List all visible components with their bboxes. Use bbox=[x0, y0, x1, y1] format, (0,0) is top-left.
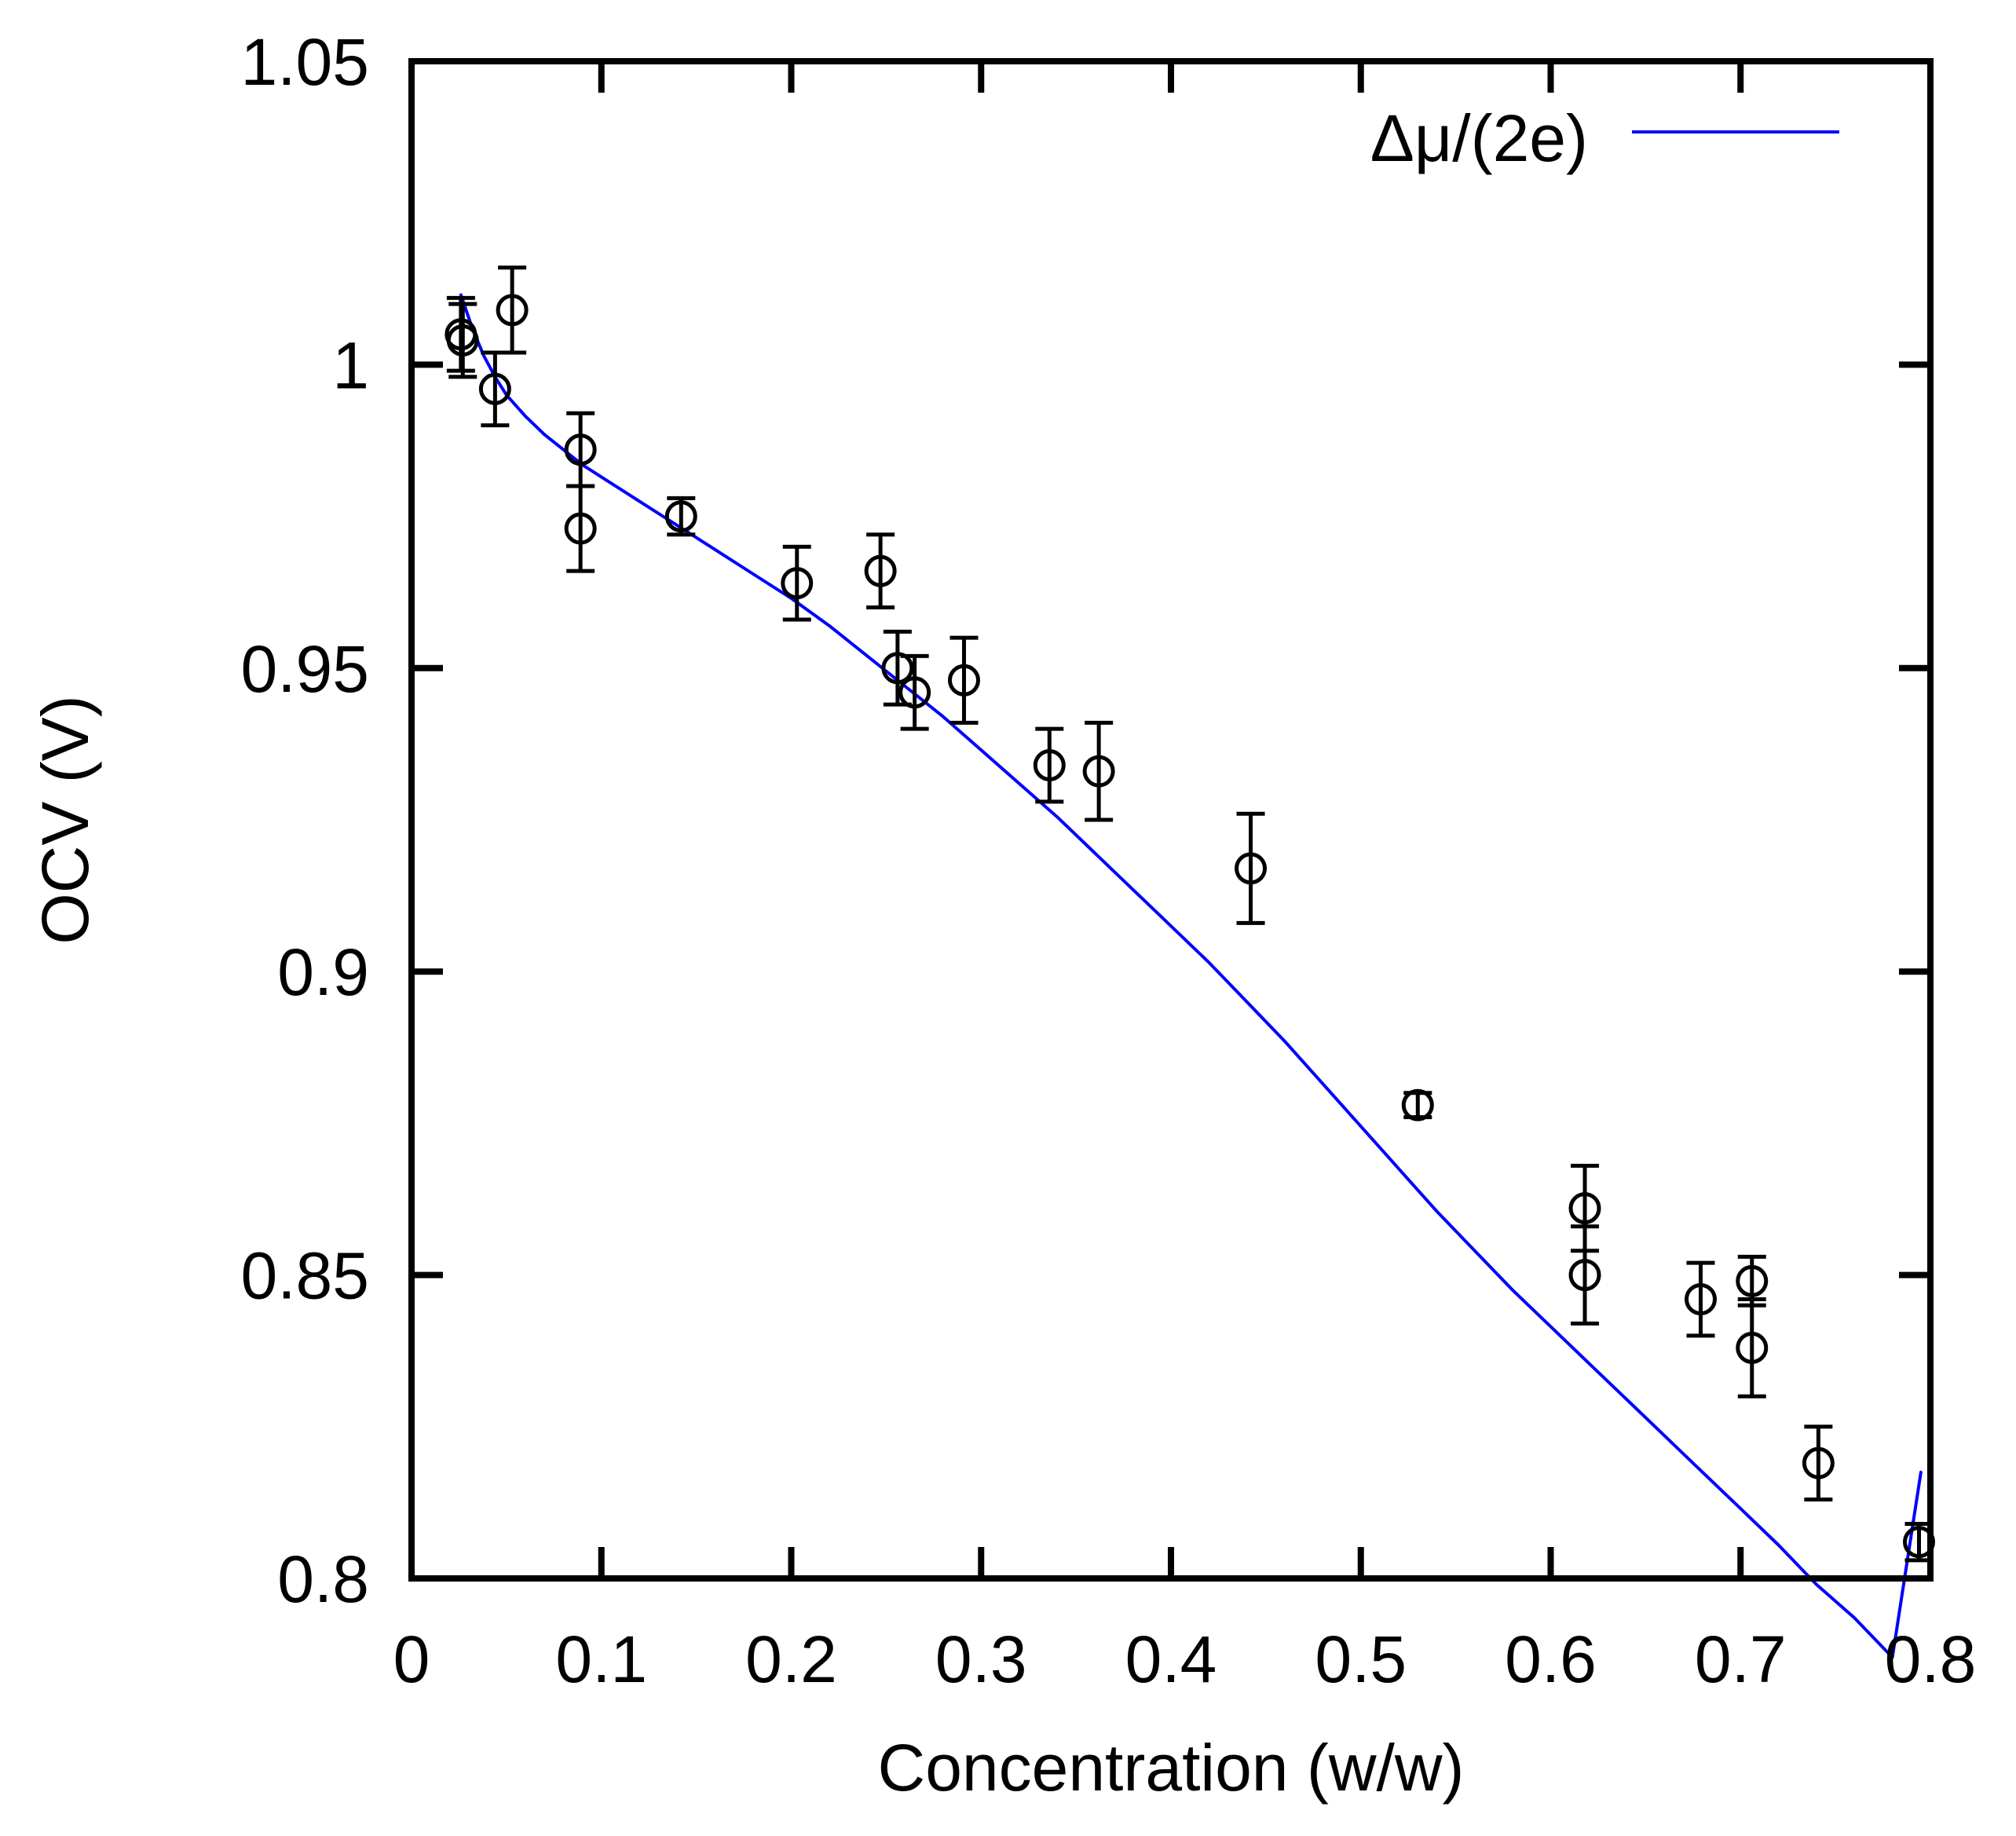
data-point bbox=[1736, 1297, 1769, 1399]
data-point bbox=[781, 544, 814, 622]
y-tick-label: 0.85 bbox=[241, 1239, 370, 1313]
x-tick-label: 0.4 bbox=[1125, 1622, 1217, 1696]
data-point bbox=[564, 411, 597, 488]
point-marker bbox=[1736, 1264, 1769, 1297]
data-point bbox=[881, 629, 914, 707]
point-marker bbox=[1802, 1446, 1835, 1479]
x-tick-label: 0.5 bbox=[1315, 1622, 1407, 1696]
point-marker bbox=[1401, 1088, 1434, 1121]
x-tick-label: 0.1 bbox=[555, 1622, 647, 1696]
y-tick-label: 0.8 bbox=[277, 1542, 369, 1616]
data-point bbox=[446, 302, 479, 379]
point-marker bbox=[1568, 1192, 1601, 1225]
point-marker bbox=[664, 500, 697, 533]
y-tick-label: 1 bbox=[332, 328, 369, 402]
point-marker bbox=[446, 324, 479, 357]
data-point bbox=[1568, 1224, 1601, 1326]
x-tick-label: 0.8 bbox=[1885, 1622, 1977, 1696]
data-point bbox=[1684, 1260, 1717, 1338]
x-axis-title: Concentration (w/w) bbox=[878, 1731, 1465, 1805]
legend: Δμ/(2e) bbox=[1370, 101, 1839, 175]
y-tick-label: 0.95 bbox=[241, 632, 370, 706]
point-marker bbox=[564, 512, 597, 545]
plot-frame bbox=[408, 58, 1934, 1582]
data-point bbox=[947, 635, 980, 725]
curve-layer bbox=[459, 293, 1923, 1659]
data-point bbox=[864, 532, 897, 610]
point-marker bbox=[1235, 852, 1268, 885]
point-marker bbox=[1568, 1259, 1601, 1292]
legend-label: Δμ/(2e) bbox=[1370, 101, 1588, 175]
data-point bbox=[1802, 1425, 1835, 1502]
data-point bbox=[496, 265, 529, 355]
data-point bbox=[564, 484, 597, 573]
points-layer bbox=[445, 265, 1935, 1563]
data-point bbox=[1082, 720, 1115, 822]
data-point bbox=[1033, 726, 1066, 804]
point-marker bbox=[564, 433, 597, 466]
data-point bbox=[1401, 1088, 1434, 1121]
point-marker bbox=[478, 372, 511, 405]
point-marker bbox=[1684, 1283, 1717, 1316]
point-marker bbox=[1033, 748, 1066, 781]
point-marker bbox=[881, 652, 914, 685]
curve-delta-mu-over-2e bbox=[459, 293, 1923, 1659]
x-tick-label: 0.3 bbox=[935, 1622, 1027, 1696]
data-point bbox=[898, 653, 931, 731]
data-point bbox=[664, 496, 697, 537]
labels-layer: 0 0.1 0.2 0.3 0.4 0.5 0.6 0.7 0.8 0.8 0.85 0.9 0.95 1… bbox=[241, 25, 1977, 1696]
point-marker bbox=[898, 676, 931, 709]
y-axis-title: OCV (V) bbox=[28, 695, 102, 944]
data-point bbox=[478, 350, 511, 428]
point-marker bbox=[496, 294, 529, 327]
x-tick-label: 0.6 bbox=[1505, 1622, 1597, 1696]
point-marker bbox=[864, 554, 897, 587]
point-marker bbox=[781, 567, 814, 600]
point-marker bbox=[1082, 755, 1115, 788]
y-tick-label: 1.05 bbox=[241, 25, 370, 99]
y-tick-label: 0.9 bbox=[277, 935, 369, 1009]
point-marker bbox=[947, 664, 980, 697]
x-tick-label: 0.2 bbox=[745, 1622, 837, 1696]
point-marker bbox=[1736, 1331, 1769, 1364]
x-tick-label: 0.7 bbox=[1695, 1622, 1787, 1696]
ticks-layer bbox=[408, 58, 1934, 1582]
x-tick-label: 0 bbox=[393, 1622, 430, 1696]
data-point bbox=[1235, 811, 1268, 925]
